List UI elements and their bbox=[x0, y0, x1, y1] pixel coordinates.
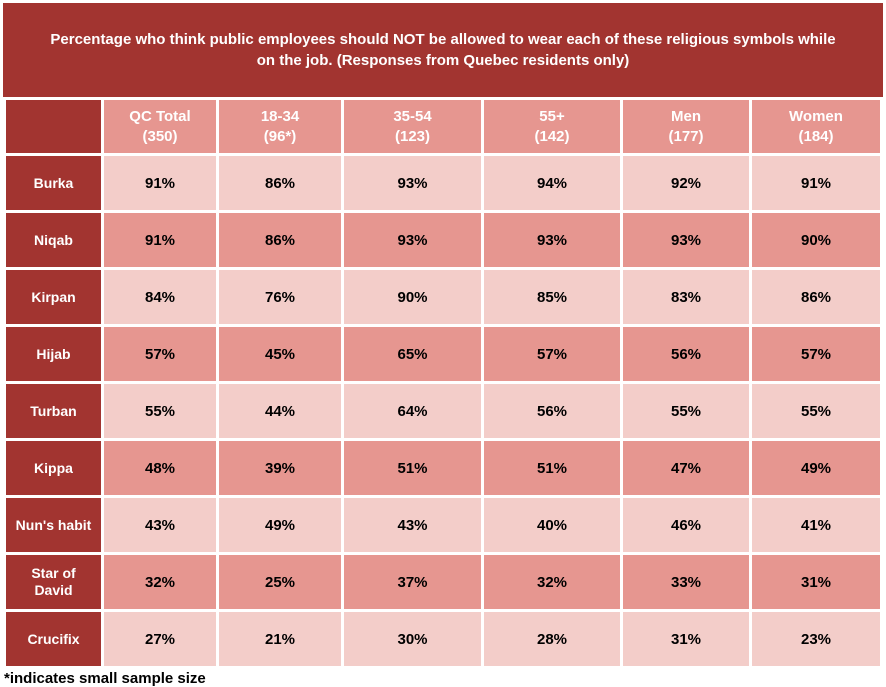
value-cell: 49% bbox=[752, 441, 880, 495]
table-row-nuns-habit: Nun's habit 43% 49% 43% 40% 46% 41% bbox=[6, 498, 880, 552]
row-label: Hijab bbox=[6, 327, 101, 381]
value-cell: 76% bbox=[219, 270, 341, 324]
row-label: Turban bbox=[6, 384, 101, 438]
value-cell: 57% bbox=[104, 327, 216, 381]
value-cell: 43% bbox=[104, 498, 216, 552]
value-cell: 94% bbox=[484, 156, 620, 210]
column-label: 55+ bbox=[539, 107, 565, 125]
value-cell: 90% bbox=[752, 213, 880, 267]
value-cell: 86% bbox=[219, 213, 341, 267]
value-cell: 56% bbox=[623, 327, 749, 381]
value-cell: 86% bbox=[752, 270, 880, 324]
value-cell: 93% bbox=[344, 156, 481, 210]
survey-results-table: QC Total (350) 18-34 (96*) 35-54 (123) 5… bbox=[3, 97, 883, 669]
table-row-star-of-david: Star of David 32% 25% 37% 32% 33% 31% bbox=[6, 555, 880, 609]
table-row-kippa: Kippa 48% 39% 51% 51% 47% 49% bbox=[6, 441, 880, 495]
column-header-qc-total: QC Total (350) bbox=[104, 100, 216, 153]
value-cell: 30% bbox=[344, 612, 481, 666]
value-cell: 33% bbox=[623, 555, 749, 609]
row-label: Nun's habit bbox=[6, 498, 101, 552]
survey-table-page: Percentage who think public employees sh… bbox=[3, 3, 883, 687]
column-header-18-34: 18-34 (96*) bbox=[219, 100, 341, 153]
value-cell: 23% bbox=[752, 612, 880, 666]
value-cell: 49% bbox=[219, 498, 341, 552]
value-cell: 90% bbox=[344, 270, 481, 324]
value-cell: 45% bbox=[219, 327, 341, 381]
column-label: QC Total bbox=[129, 107, 191, 125]
column-header-55plus: 55+ (142) bbox=[484, 100, 620, 153]
value-cell: 55% bbox=[104, 384, 216, 438]
row-label: Burka bbox=[6, 156, 101, 210]
value-cell: 25% bbox=[219, 555, 341, 609]
value-cell: 93% bbox=[623, 213, 749, 267]
value-cell: 55% bbox=[623, 384, 749, 438]
column-sample-size: (123) bbox=[394, 127, 431, 145]
value-cell: 93% bbox=[344, 213, 481, 267]
row-label: Crucifix bbox=[6, 612, 101, 666]
value-cell: 92% bbox=[623, 156, 749, 210]
row-label: Star of David bbox=[6, 555, 101, 609]
column-sample-size: (142) bbox=[534, 127, 570, 145]
column-label: Men bbox=[671, 107, 701, 125]
value-cell: 57% bbox=[752, 327, 880, 381]
value-cell: 91% bbox=[752, 156, 880, 210]
value-cell: 86% bbox=[219, 156, 341, 210]
column-label: 18-34 bbox=[260, 107, 300, 125]
value-cell: 56% bbox=[484, 384, 620, 438]
column-sample-size: (177) bbox=[668, 127, 704, 145]
column-label: Women bbox=[789, 107, 843, 125]
table-row-hijab: Hijab 57% 45% 65% 57% 56% 57% bbox=[6, 327, 880, 381]
value-cell: 32% bbox=[104, 555, 216, 609]
value-cell: 55% bbox=[752, 384, 880, 438]
corner-cell bbox=[6, 100, 101, 153]
value-cell: 84% bbox=[104, 270, 216, 324]
value-cell: 32% bbox=[484, 555, 620, 609]
value-cell: 41% bbox=[752, 498, 880, 552]
page-title: Percentage who think public employees sh… bbox=[50, 31, 836, 69]
value-cell: 27% bbox=[104, 612, 216, 666]
value-cell: 44% bbox=[219, 384, 341, 438]
value-cell: 91% bbox=[104, 156, 216, 210]
value-cell: 51% bbox=[484, 441, 620, 495]
value-cell: 39% bbox=[219, 441, 341, 495]
column-sample-size: (96*) bbox=[263, 127, 297, 145]
column-header-35-54: 35-54 (123) bbox=[344, 100, 481, 153]
value-cell: 91% bbox=[104, 213, 216, 267]
value-cell: 31% bbox=[752, 555, 880, 609]
row-label: Niqab bbox=[6, 213, 101, 267]
table-row-niqab: Niqab 91% 86% 93% 93% 93% 90% bbox=[6, 213, 880, 267]
value-cell: 43% bbox=[344, 498, 481, 552]
column-label: 35-54 bbox=[393, 107, 432, 125]
value-cell: 57% bbox=[484, 327, 620, 381]
value-cell: 83% bbox=[623, 270, 749, 324]
value-cell: 93% bbox=[484, 213, 620, 267]
column-sample-size: (350) bbox=[142, 127, 178, 145]
table-row-kirpan: Kirpan 84% 76% 90% 85% 83% 86% bbox=[6, 270, 880, 324]
table-row-crucifix: Crucifix 27% 21% 30% 28% 31% 23% bbox=[6, 612, 880, 666]
row-label: Kirpan bbox=[6, 270, 101, 324]
value-cell: 51% bbox=[344, 441, 481, 495]
value-cell: 46% bbox=[623, 498, 749, 552]
column-sample-size: (184) bbox=[798, 127, 834, 145]
value-cell: 40% bbox=[484, 498, 620, 552]
table-row-turban: Turban 55% 44% 64% 56% 55% 55% bbox=[6, 384, 880, 438]
title-banner: Percentage who think public employees sh… bbox=[3, 3, 883, 97]
row-label: Kippa bbox=[6, 441, 101, 495]
table-row-burka: Burka 91% 86% 93% 94% 92% 91% bbox=[6, 156, 880, 210]
value-cell: 37% bbox=[344, 555, 481, 609]
value-cell: 28% bbox=[484, 612, 620, 666]
value-cell: 48% bbox=[104, 441, 216, 495]
header-row: QC Total (350) 18-34 (96*) 35-54 (123) 5… bbox=[6, 100, 880, 153]
value-cell: 47% bbox=[623, 441, 749, 495]
value-cell: 85% bbox=[484, 270, 620, 324]
value-cell: 64% bbox=[344, 384, 481, 438]
column-header-men: Men (177) bbox=[623, 100, 749, 153]
value-cell: 65% bbox=[344, 327, 481, 381]
value-cell: 21% bbox=[219, 612, 341, 666]
column-header-women: Women (184) bbox=[752, 100, 880, 153]
value-cell: 31% bbox=[623, 612, 749, 666]
